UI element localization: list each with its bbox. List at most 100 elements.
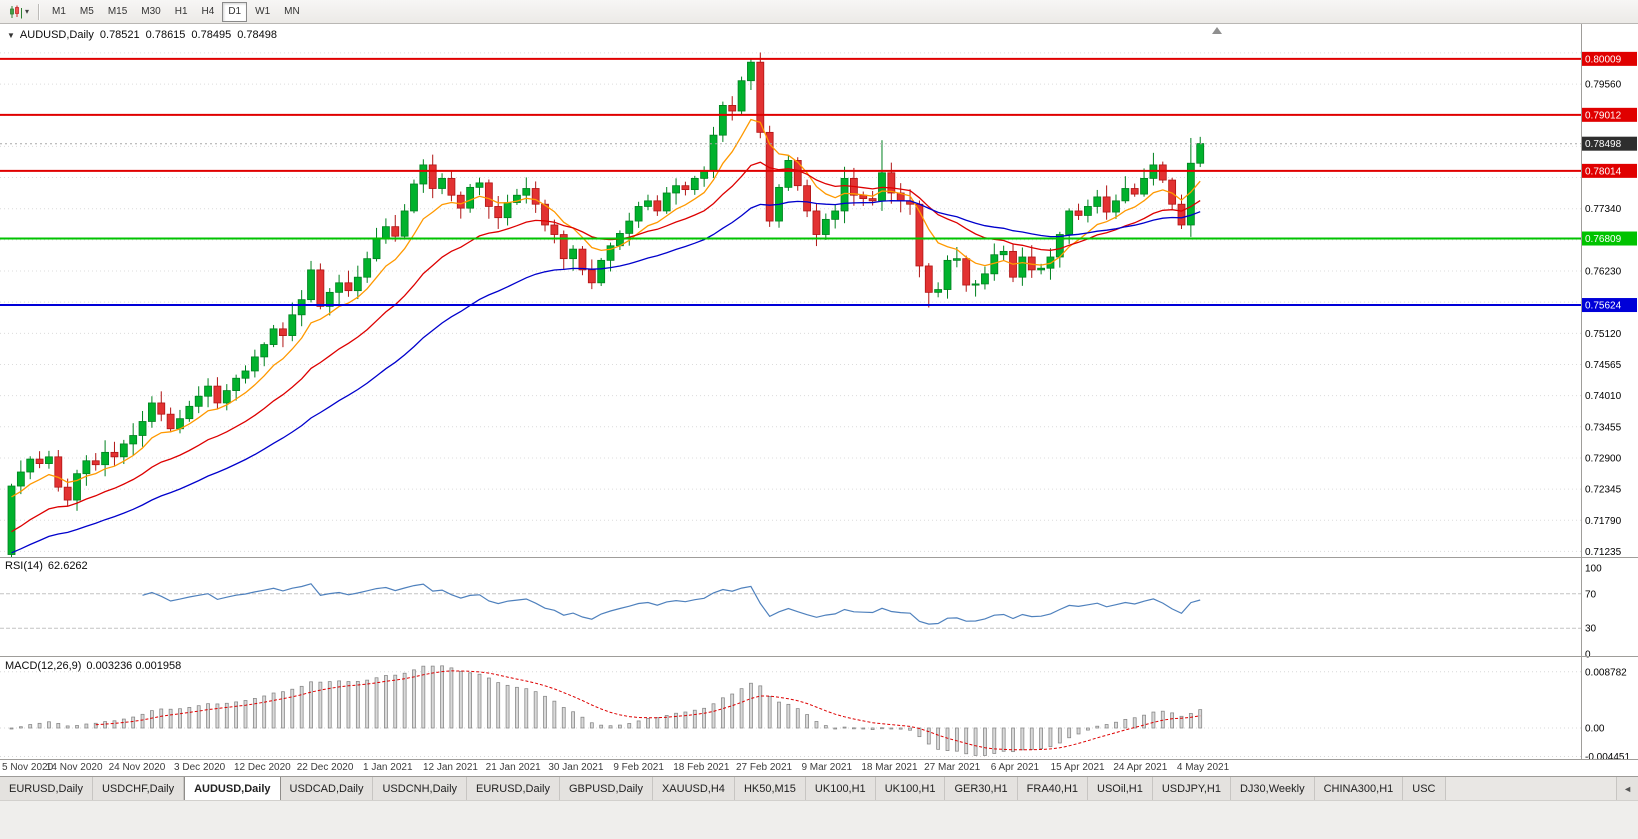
date-tick-label: 1 Jan 2021: [363, 762, 413, 773]
macd-histogram-bar: [252, 698, 257, 729]
chart-tab[interactable]: AUDUSD,Daily: [184, 777, 281, 800]
price-level-badge-label: 0.79012: [1585, 110, 1622, 121]
rsi-tick-label: 70: [1585, 589, 1597, 600]
macd-histogram-bar: [889, 727, 894, 730]
ohlc-open: 0.78521: [99, 29, 140, 41]
rsi-tick-label: 30: [1585, 624, 1597, 635]
candle-body: [915, 203, 924, 267]
macd-histogram-bar: [861, 727, 866, 730]
tab-scroll-left-button[interactable]: ◄: [1616, 777, 1638, 800]
chart-tab[interactable]: USOil,H1: [1088, 777, 1153, 800]
macd-histogram-bar: [18, 726, 23, 729]
candle-body: [924, 265, 933, 293]
candle-body: [644, 200, 652, 207]
candle-body: [222, 390, 231, 404]
macd-histogram-bar: [449, 667, 454, 729]
chart-tab[interactable]: UK100,H1: [805, 777, 876, 800]
candle-body: [91, 460, 100, 466]
macd-histogram-bar: [121, 718, 126, 729]
chart-tab[interactable]: USDCNH,Daily: [373, 777, 468, 800]
chart-tab[interactable]: EURUSD,Daily: [0, 777, 93, 800]
candle-body: [952, 258, 961, 261]
macd-histogram-bar: [477, 673, 482, 729]
chart-tab[interactable]: XAUUSD,H4: [652, 777, 735, 800]
collapse-icon[interactable]: ▼: [7, 30, 15, 40]
chart-tab[interactable]: FRA40,H1: [1017, 777, 1089, 800]
timeframe-button-d1[interactable]: D1: [222, 1, 248, 22]
price-tick-label: 0.72345: [1585, 485, 1622, 496]
candle-body: [765, 131, 774, 222]
macd-histogram-bar: [271, 692, 276, 729]
chart-tab[interactable]: GER30,H1: [945, 777, 1018, 800]
candle-body: [531, 188, 540, 205]
macd-histogram-bar: [730, 693, 735, 729]
candle-body: [166, 413, 175, 430]
candle-body: [466, 186, 475, 209]
macd-histogram-bar: [571, 711, 575, 729]
chart-tab[interactable]: UK100,H1: [875, 777, 946, 800]
candle-body: [16, 471, 25, 487]
date-tick-label: 22 Dec 2020: [297, 762, 354, 773]
chart-tab[interactable]: USC: [1403, 777, 1446, 800]
macd-signal-line: [95, 670, 1201, 751]
macd-histogram-bar: [655, 717, 660, 729]
rsi-tick-label: 0: [1585, 650, 1591, 661]
chart-type-button[interactable]: ▾: [4, 1, 34, 22]
macd-histogram-bar: [374, 677, 379, 729]
chart-tab[interactable]: EURUSD,Daily: [467, 777, 560, 800]
date-tick-label: 12 Jan 2021: [423, 762, 478, 773]
chart-tab[interactable]: USDJPY,H1: [1152, 777, 1231, 800]
chart-tab[interactable]: USDCHF,Daily: [92, 777, 185, 800]
timeframe-button-w1[interactable]: W1: [255, 6, 271, 17]
macd-histogram-bar: [9, 727, 14, 730]
macd-histogram-bar: [524, 688, 529, 729]
timeframe-button-m15[interactable]: M15: [107, 6, 128, 17]
timeframe-button-h4[interactable]: H4: [201, 6, 215, 17]
candle-body: [7, 485, 16, 555]
date-tick-label: 6 Apr 2021: [991, 762, 1040, 773]
timeframe-button-h1[interactable]: H1: [174, 6, 188, 17]
candle-body: [54, 456, 63, 488]
chart-tab[interactable]: GBPUSD,Daily: [560, 777, 653, 800]
candle-body: [1065, 210, 1074, 235]
chart-tab[interactable]: CHINA300,H1: [1314, 777, 1404, 800]
macd-histogram-bar: [674, 712, 678, 729]
timeframe-button-m5[interactable]: M5: [79, 6, 94, 17]
macd-histogram-bar: [505, 684, 510, 729]
rsi-indicator-label: RSI(14) 62.6262: [5, 560, 88, 572]
timeframe-button-mn[interactable]: MN: [284, 6, 300, 17]
timeframe-button-m30[interactable]: M30: [141, 6, 161, 17]
candle-body: [747, 61, 755, 82]
candle-body: [194, 395, 203, 407]
candle-body: [709, 134, 718, 171]
macd-histogram-bar: [384, 675, 388, 729]
macd-histogram-bar: [711, 703, 716, 729]
macd-histogram-bar: [842, 726, 847, 729]
macd-name: MACD(12,26,9): [5, 660, 82, 672]
chart-tab[interactable]: USDCAD,Daily: [280, 777, 374, 800]
macd-histogram-bar: [1039, 727, 1043, 749]
macd-histogram-bar: [1048, 727, 1053, 748]
timeframe-button-m1[interactable]: M1: [52, 6, 66, 17]
macd-histogram-bar: [196, 705, 201, 729]
date-tick-label: 27 Feb 2021: [736, 762, 793, 773]
macd-histogram-bar: [983, 727, 987, 756]
macd-histogram-bar: [599, 724, 604, 729]
ohlc-high: 0.78615: [145, 29, 186, 41]
chart-background[interactable]: [0, 24, 1638, 776]
macd-histogram-bar: [224, 702, 229, 729]
candle-body: [550, 224, 559, 235]
fast-ma-line: [11, 118, 1201, 498]
macd-histogram-bar: [290, 688, 295, 729]
chart-tab[interactable]: HK50,M15: [734, 777, 806, 800]
candle-body: [297, 299, 306, 316]
chart-shift-marker[interactable]: [1212, 27, 1222, 34]
date-tick-label: 14 Nov 2020: [46, 762, 103, 773]
rsi-line: [142, 583, 1201, 625]
chart-canvas[interactable]: 0.79560 0.77340 0.76230 0.75120 0.74565 0.740…: [0, 24, 1638, 776]
date-tick-label: 9 Feb 2021: [613, 762, 664, 773]
candle-body: [831, 210, 840, 220]
chart-tab[interactable]: DJ30,Weekly: [1230, 777, 1315, 800]
candle-body: [363, 258, 372, 278]
macd-histogram-bar: [814, 721, 819, 729]
